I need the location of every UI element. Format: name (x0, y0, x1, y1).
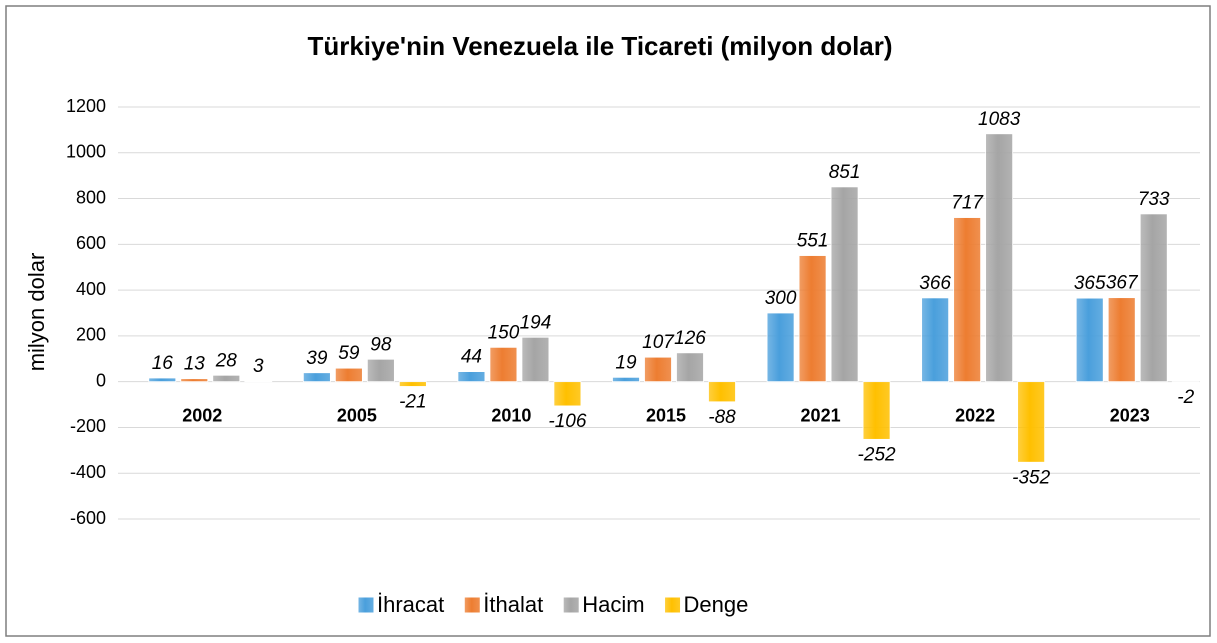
bar (921, 297, 950, 383)
value-label: 300 (765, 288, 797, 309)
y-tick-label: 0 (96, 370, 106, 390)
bar (489, 346, 518, 383)
legend-swatch (664, 596, 682, 614)
bar (521, 336, 550, 383)
bar (244, 380, 273, 383)
bar (766, 312, 795, 383)
value-label: 551 (797, 231, 829, 252)
x-tick-label: 2022 (955, 405, 995, 425)
value-label: 733 (1138, 189, 1170, 210)
value-label: 39 (306, 348, 328, 369)
bar (1107, 297, 1136, 383)
bar (862, 381, 891, 440)
value-label: 13 (184, 354, 206, 375)
bar (1017, 381, 1046, 463)
value-label: 126 (674, 328, 706, 349)
y-tick-label: 400 (76, 279, 106, 299)
value-label: -88 (708, 407, 736, 428)
y-tick-label: 200 (76, 325, 106, 345)
bar (830, 186, 859, 383)
y-tick-label: 600 (76, 233, 106, 253)
bar (553, 381, 582, 407)
value-label: 367 (1106, 273, 1139, 294)
legend-swatch (357, 596, 375, 614)
bar (180, 378, 209, 383)
legend-swatch (463, 596, 481, 614)
chart-title: Türkiye'nin Venezuela ile Ticareti (mily… (307, 31, 892, 61)
y-tick-label: 1000 (66, 142, 106, 162)
value-label: -21 (399, 391, 426, 412)
value-label: 3 (253, 356, 264, 377)
value-label: 150 (488, 322, 520, 343)
x-tick-label: 2021 (801, 405, 841, 425)
legend-label: İthalat (483, 592, 543, 617)
bar (985, 133, 1014, 383)
y-tick-label: -200 (70, 416, 106, 436)
bar (1139, 213, 1168, 383)
y-tick-label: -400 (70, 462, 106, 482)
value-label: 19 (615, 352, 637, 373)
value-label: -106 (548, 411, 586, 432)
bar (708, 381, 736, 403)
value-label: 107 (642, 332, 675, 353)
y-tick-label: 800 (76, 187, 106, 207)
bar (302, 372, 331, 383)
value-label: -352 (1012, 467, 1050, 488)
bar (953, 217, 982, 383)
value-label: 98 (370, 334, 392, 355)
bar (366, 358, 395, 383)
legend-label: Denge (684, 592, 749, 617)
legend-label: Hacim (582, 592, 644, 617)
bar (612, 376, 640, 383)
value-label: 366 (919, 273, 951, 294)
value-label: 851 (829, 162, 861, 183)
x-tick-label: 2015 (646, 405, 686, 425)
value-label: 365 (1074, 273, 1106, 294)
value-label: 717 (951, 193, 984, 214)
x-tick-label: 2005 (337, 405, 377, 425)
chart-border (5, 5, 1211, 637)
y-tick-label: 1200 (66, 96, 106, 116)
bar (212, 374, 241, 383)
bar (798, 255, 827, 383)
value-label: 59 (338, 343, 360, 364)
bar (644, 356, 672, 383)
y-tick-label: -600 (70, 508, 106, 528)
bar (398, 381, 427, 387)
value-label: 44 (461, 347, 482, 368)
value-label: 194 (520, 312, 552, 333)
x-tick-label: 2002 (182, 405, 222, 425)
value-label: -2 (1177, 387, 1194, 408)
x-tick-label: 2023 (1110, 405, 1150, 425)
value-label: -252 (858, 444, 896, 465)
bar (457, 371, 486, 383)
x-tick-label: 2010 (491, 405, 531, 425)
bar (148, 377, 177, 383)
bar (676, 352, 704, 383)
legend-swatch (562, 596, 580, 614)
legend-label: İhracat (377, 592, 444, 617)
value-label: 1083 (978, 109, 1021, 130)
value-label: 16 (152, 353, 174, 374)
bar (334, 367, 363, 383)
value-label: 28 (215, 350, 238, 371)
y-axis-title: milyon dolar (24, 253, 49, 372)
bar (1075, 297, 1104, 383)
